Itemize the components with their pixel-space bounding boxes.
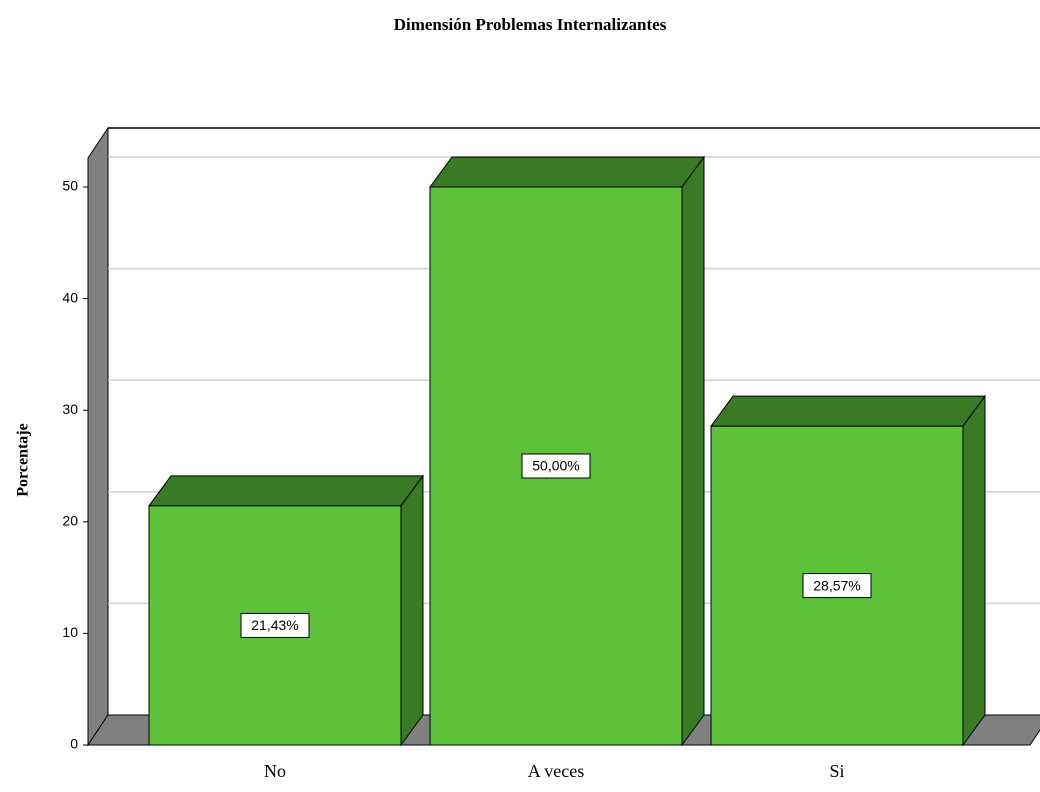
y-tick-label: 30 (62, 401, 78, 417)
bar-top (710, 395, 986, 427)
value-label-box (240, 612, 310, 638)
bar-top (429, 156, 705, 188)
bar-side (400, 474, 424, 747)
y-tick-label: 40 (62, 289, 78, 305)
value-label: 21,43% (251, 617, 298, 633)
bar (710, 394, 986, 747)
bar-top (148, 475, 424, 507)
left-wall (87, 126, 109, 747)
bar-side (962, 394, 986, 747)
bar (148, 474, 424, 747)
x-tick-label: Si (829, 761, 844, 781)
chart-title: Dimensión Problemas Internalizantes (394, 15, 667, 34)
y-axis-label: Porcentaje (15, 423, 32, 496)
y-tick-label: 50 (62, 178, 78, 194)
bar (429, 155, 705, 747)
y-tick-label: 20 (62, 513, 78, 529)
value-label-box (521, 453, 591, 479)
value-label: 28,57% (813, 577, 860, 593)
x-tick-label: No (264, 761, 286, 781)
bar-side (681, 155, 705, 747)
value-label-box (802, 573, 872, 599)
x-tick-label: A veces (528, 761, 584, 781)
value-label: 50,00% (532, 458, 579, 474)
y-tick-label: 10 (62, 624, 78, 640)
y-tick-label: 0 (70, 736, 78, 752)
